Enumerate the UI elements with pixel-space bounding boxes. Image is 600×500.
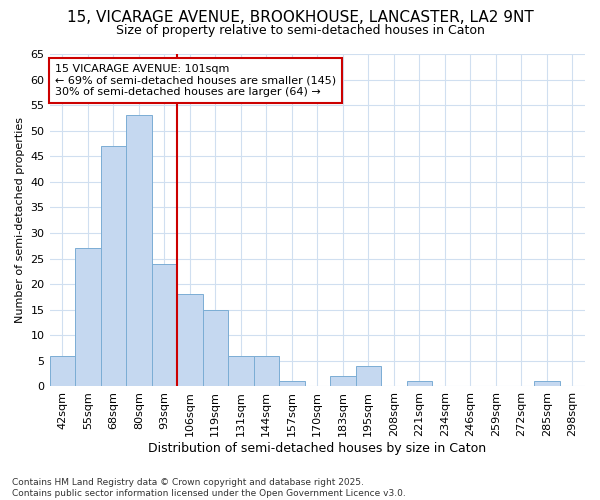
Bar — [254, 356, 279, 386]
Bar — [152, 264, 177, 386]
X-axis label: Distribution of semi-detached houses by size in Caton: Distribution of semi-detached houses by … — [148, 442, 487, 455]
Bar — [534, 382, 560, 386]
Bar — [330, 376, 356, 386]
Bar — [279, 382, 305, 386]
Bar — [75, 248, 101, 386]
Bar — [126, 116, 152, 386]
Text: Contains HM Land Registry data © Crown copyright and database right 2025.
Contai: Contains HM Land Registry data © Crown c… — [12, 478, 406, 498]
Bar — [203, 310, 228, 386]
Text: 15 VICARAGE AVENUE: 101sqm
← 69% of semi-detached houses are smaller (145)
30% o: 15 VICARAGE AVENUE: 101sqm ← 69% of semi… — [55, 64, 336, 97]
Bar — [407, 382, 432, 386]
Bar — [177, 294, 203, 386]
Bar — [101, 146, 126, 386]
Bar — [356, 366, 381, 386]
Bar — [228, 356, 254, 386]
Bar — [50, 356, 75, 386]
Text: 15, VICARAGE AVENUE, BROOKHOUSE, LANCASTER, LA2 9NT: 15, VICARAGE AVENUE, BROOKHOUSE, LANCAST… — [67, 10, 533, 25]
Text: Size of property relative to semi-detached houses in Caton: Size of property relative to semi-detach… — [116, 24, 484, 37]
Y-axis label: Number of semi-detached properties: Number of semi-detached properties — [15, 117, 25, 323]
